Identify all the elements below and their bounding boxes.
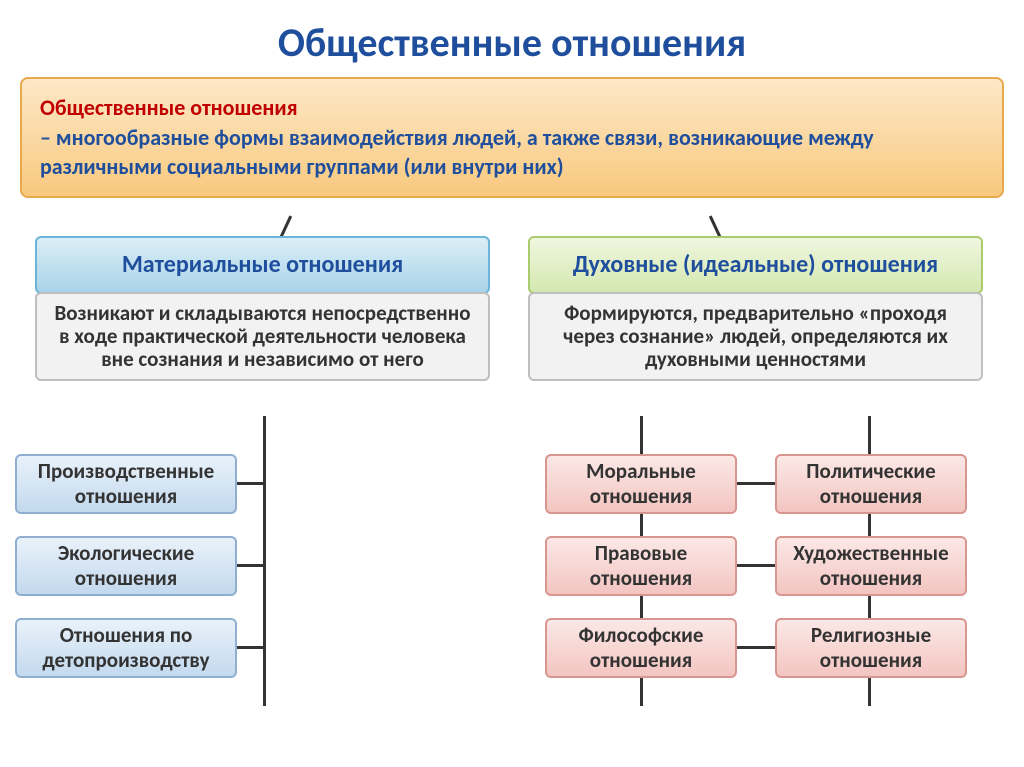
definition-body: – многообразные формы взаимодействия люд… [40,123,984,182]
leaf-moral: Моральные отношения [545,454,737,514]
leaf-religious: Религиозные отношения [775,618,967,678]
branch-header-spiritual: Духовные (идеальные) отношения [528,236,983,294]
leaf-production: Производственные отношения [15,454,237,514]
connector-line [263,416,266,706]
page-title: Общественные отношения [0,0,1024,77]
leaf-philosophical: Философские отношения [545,618,737,678]
leaf-political: Политические отношения [775,454,967,514]
branch-spiritual: Духовные (идеальные) отношения Формируют… [528,236,983,381]
branch-desc-material: Возникают и складываются непосредственно… [35,292,490,381]
connector-line [235,646,263,649]
definition-term: Общественные отношения [40,93,984,123]
leaf-legal: Правовые отношения [545,536,737,596]
leaf-reproduction: Отношения по детопроизводству [15,618,237,678]
branch-desc-spiritual: Формируются, предварительно «проходя чер… [528,292,983,381]
branch-container: Материальные отношения Возникают и склад… [0,236,1024,756]
branch-material: Материальные отношения Возникают и склад… [35,236,490,381]
definition-box: Общественные отношения – многообразные ф… [20,77,1004,198]
branch-header-material: Материальные отношения [35,236,490,294]
connector-line [235,564,263,567]
leaf-artistic: Художественные отношения [775,536,967,596]
connector-line [235,482,263,485]
leaf-ecological: Экологические отношения [15,536,237,596]
